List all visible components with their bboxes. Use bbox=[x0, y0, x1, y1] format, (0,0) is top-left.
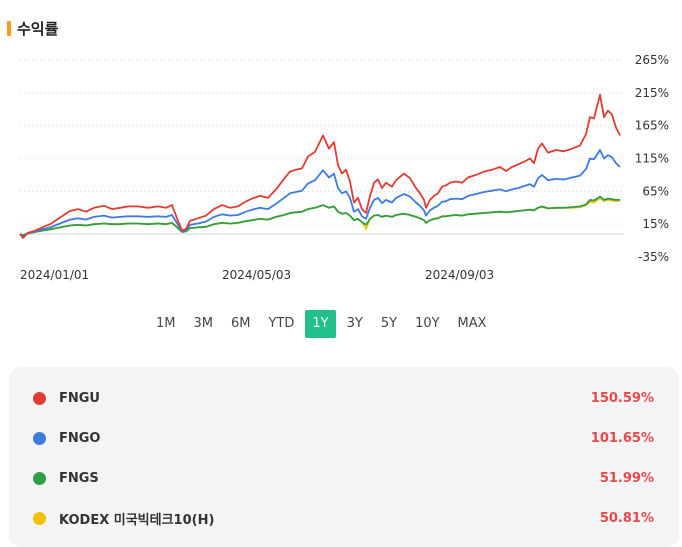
legend-name: FNGU bbox=[59, 390, 100, 406]
title-accent-bar bbox=[7, 20, 11, 36]
period-button-3m[interactable]: 3M bbox=[193, 316, 214, 331]
x-tick-label: 2024/01/01 bbox=[20, 268, 89, 282]
series-line-fngu bbox=[19, 93, 621, 239]
legend-row: FNGU 150.59% bbox=[9, 378, 679, 418]
section-header: 수익률 bbox=[7, 18, 58, 38]
x-tick-label: 2024/09/03 bbox=[425, 268, 494, 282]
series-line-fngs bbox=[19, 195, 620, 237]
legend-row: KODEX 미국빅테크10(H) 50.81% bbox=[9, 498, 679, 538]
y-tick-label: 115% bbox=[635, 152, 669, 166]
y-tick-label: 65% bbox=[642, 184, 669, 198]
y-tick-label: 165% bbox=[635, 119, 669, 133]
x-tick-label: 2024/05/03 bbox=[222, 268, 291, 282]
y-tick-label: -35% bbox=[638, 250, 669, 264]
series-line-fngo bbox=[19, 149, 621, 238]
legend-row: FNGS 51.99% bbox=[9, 458, 679, 498]
legend-dot-icon bbox=[33, 391, 46, 405]
legend-dot-icon bbox=[33, 471, 46, 485]
legend-row: FNGO 101.65% bbox=[9, 418, 679, 458]
legend-return-value: 101.65% bbox=[590, 430, 654, 446]
legend-return-value: 150.59% bbox=[590, 390, 654, 406]
legend-panel: FNGU 150.59% FNGO 101.65% FNGS 51.99% KODEX 미국… bbox=[9, 367, 679, 547]
legend-dot-icon bbox=[33, 511, 46, 525]
period-button-max[interactable]: MAX bbox=[457, 316, 487, 331]
period-button-10y[interactable]: 10Y bbox=[415, 316, 440, 331]
period-button-1m[interactable]: 1M bbox=[156, 316, 176, 331]
legend-name: FNGS bbox=[59, 470, 99, 486]
legend-name: FNGO bbox=[59, 430, 101, 446]
legend-name: KODEX 미국빅테크10(H) bbox=[59, 512, 215, 528]
legend-return-value: 51.99% bbox=[599, 470, 654, 486]
legend-return-value: 50.81% bbox=[599, 510, 654, 526]
section-title: 수익률 bbox=[17, 19, 59, 38]
period-selector: 1M 3M 6M YTD 1Y 3Y 5Y 10Y MAX bbox=[149, 310, 498, 338]
period-button-1y[interactable]: 1Y bbox=[305, 310, 336, 338]
returns-line-chart: 265% 215% 165% 115% 65% 15% -35% 2024/01/01 2024… bbox=[19, 53, 669, 282]
period-button-5y[interactable]: 5Y bbox=[380, 316, 398, 331]
y-tick-label: 265% bbox=[635, 53, 669, 67]
period-button-ytd[interactable]: YTD bbox=[268, 316, 295, 331]
y-tick-label: 215% bbox=[635, 86, 669, 100]
period-button-6m[interactable]: 6M bbox=[231, 316, 251, 331]
y-tick-label: 15% bbox=[642, 217, 669, 231]
period-button-3y[interactable]: 3Y bbox=[346, 316, 363, 331]
legend-dot-icon bbox=[33, 431, 46, 445]
